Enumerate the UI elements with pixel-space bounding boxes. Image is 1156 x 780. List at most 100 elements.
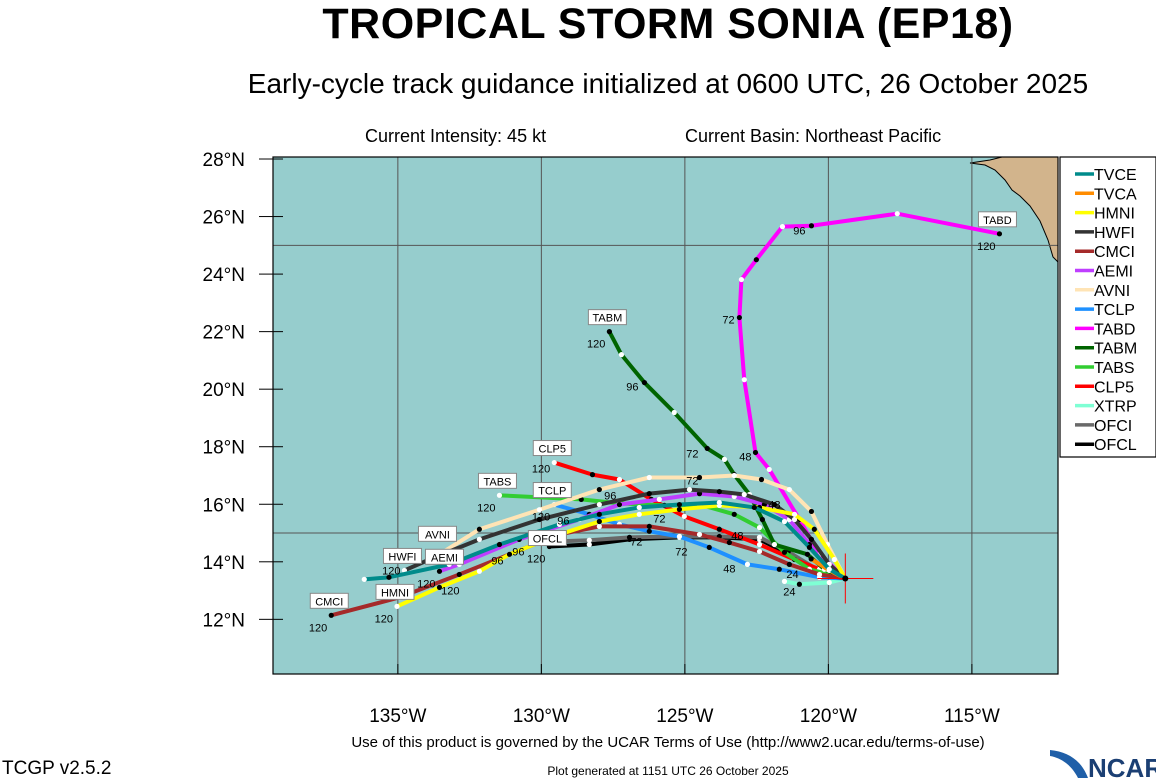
- track-point: [736, 314, 743, 321]
- current-basin: Current Basin: Northeast Pacific: [685, 126, 942, 146]
- hour-label: 72: [653, 513, 665, 525]
- legend-label-tabm: TABM: [1094, 341, 1137, 358]
- track-point: [616, 476, 623, 483]
- model-label-box: [587, 309, 627, 326]
- legend-label-tabd: TABD: [1094, 321, 1135, 338]
- hour-label-group: 72: [686, 475, 698, 487]
- track-point: [394, 603, 400, 609]
- track-point: [756, 541, 763, 548]
- hour-label-group: 96: [491, 555, 503, 567]
- model-label-box: [477, 472, 517, 489]
- track-point: [826, 579, 832, 586]
- legend-label-hwfi: HWFI: [1094, 225, 1135, 242]
- track-point: [536, 516, 542, 523]
- model-label-tabd: TABD: [983, 215, 1012, 227]
- legend: TVCE TVCA HMNI HWFI CMCI AEMI AVNI TCLP TABD TABM…: [1059, 156, 1156, 458]
- track-point: [646, 523, 652, 530]
- track-point: [596, 486, 602, 493]
- hour-label-120-group: 120: [375, 613, 393, 625]
- legend-label-tvce: TVCE: [1094, 167, 1137, 184]
- x-tick-label: 115°W: [944, 706, 1000, 727]
- track-point: [671, 409, 677, 416]
- track-point: [791, 516, 798, 523]
- hour-label-120: 120: [382, 565, 400, 577]
- model-label-tabm-group: TABM: [587, 309, 627, 326]
- track-point: [646, 474, 652, 481]
- model-label-box: [424, 548, 464, 565]
- y-tick-label: 16°N: [203, 495, 245, 516]
- track-point: [386, 574, 392, 580]
- hour-label-120: 120: [441, 585, 459, 597]
- model-label-box: [382, 547, 422, 564]
- track-point: [328, 612, 334, 618]
- track-point: [786, 486, 792, 493]
- hour-label: 96: [626, 382, 638, 394]
- track-point: [759, 516, 765, 523]
- track-point: [766, 466, 772, 473]
- y-tick-label: 14°N: [203, 553, 245, 574]
- hour-label-120-group: 120: [477, 502, 495, 514]
- hour-label-group: 72: [630, 536, 642, 548]
- axes: 135°W 130°W 125°W 120°W 115°W 12°N 14°N 16°N 18°…: [203, 150, 1000, 727]
- track-point: [751, 504, 757, 511]
- model-label-aemi: AEMI: [431, 552, 458, 564]
- track-point: [741, 491, 747, 498]
- legend-label-aemi: AEMI: [1094, 264, 1133, 281]
- terms-notice: Use of this product is governed by the U…: [351, 734, 985, 751]
- hour-label: 72: [686, 475, 698, 487]
- track-point: [808, 508, 815, 515]
- track-point: [696, 474, 703, 481]
- track-point: [606, 329, 612, 335]
- track-point: [496, 492, 503, 498]
- hour-label: 96: [793, 226, 805, 238]
- model-label-tabd-group: TABD: [977, 211, 1017, 228]
- model-label-box: [532, 440, 572, 457]
- track-xtrp: [784, 576, 846, 587]
- hour-label-group: 96: [512, 546, 524, 558]
- track-point: [596, 523, 602, 530]
- track-point: [776, 566, 782, 572]
- hour-label-group: 96: [793, 226, 805, 238]
- track-point: [996, 231, 1003, 237]
- page-title: TROPICAL STORM SONIA (EP18): [322, 0, 1014, 48]
- track-point: [779, 224, 786, 230]
- model-label-ofcl-group: OFCL: [527, 530, 567, 547]
- legend-label-ofci: OFCI: [1094, 418, 1132, 435]
- hour-label: 72: [722, 315, 734, 327]
- track-point: [726, 539, 732, 546]
- track-point: [636, 511, 642, 517]
- hour-label-120: 120: [477, 502, 495, 514]
- track-point: [781, 518, 788, 525]
- track-clp5: [553, 460, 846, 581]
- hour-label: 72: [630, 536, 642, 548]
- legend-label-hmni: HMNI: [1094, 206, 1135, 223]
- hour-label: 48: [731, 530, 743, 542]
- model-label-box: [309, 592, 349, 609]
- track-point: [808, 536, 815, 542]
- y-tick-label: 22°N: [203, 323, 245, 344]
- hour-label-120-group: 120: [977, 241, 995, 253]
- y-tick-label: 24°N: [203, 265, 245, 286]
- hour-label-120-group: 120: [527, 554, 545, 566]
- legend-label-tvca: TVCA: [1094, 186, 1137, 203]
- model-label-avni-group: AVNI: [417, 525, 457, 542]
- track-point: [456, 571, 462, 578]
- hour-label-group: 48: [723, 563, 735, 575]
- hour-label-120: 120: [587, 339, 605, 351]
- model-label-tabs-group: TABS: [477, 472, 517, 489]
- model-label-box: [527, 530, 567, 547]
- hour-label-120: 120: [309, 622, 327, 634]
- model-label-box: [977, 211, 1017, 228]
- model-label-clp5-group: CLP5: [532, 440, 572, 457]
- hour-label: 96: [557, 515, 569, 527]
- track-point: [804, 551, 811, 557]
- hour-label: 24: [783, 586, 795, 598]
- track-point: [738, 276, 745, 283]
- track-point: [476, 536, 482, 542]
- legend-label-tclp: TCLP: [1094, 302, 1135, 319]
- track-point: [731, 472, 737, 479]
- svg-text:NCAR: NCAR: [1088, 753, 1156, 780]
- hour-label-120-group: 120: [382, 565, 400, 577]
